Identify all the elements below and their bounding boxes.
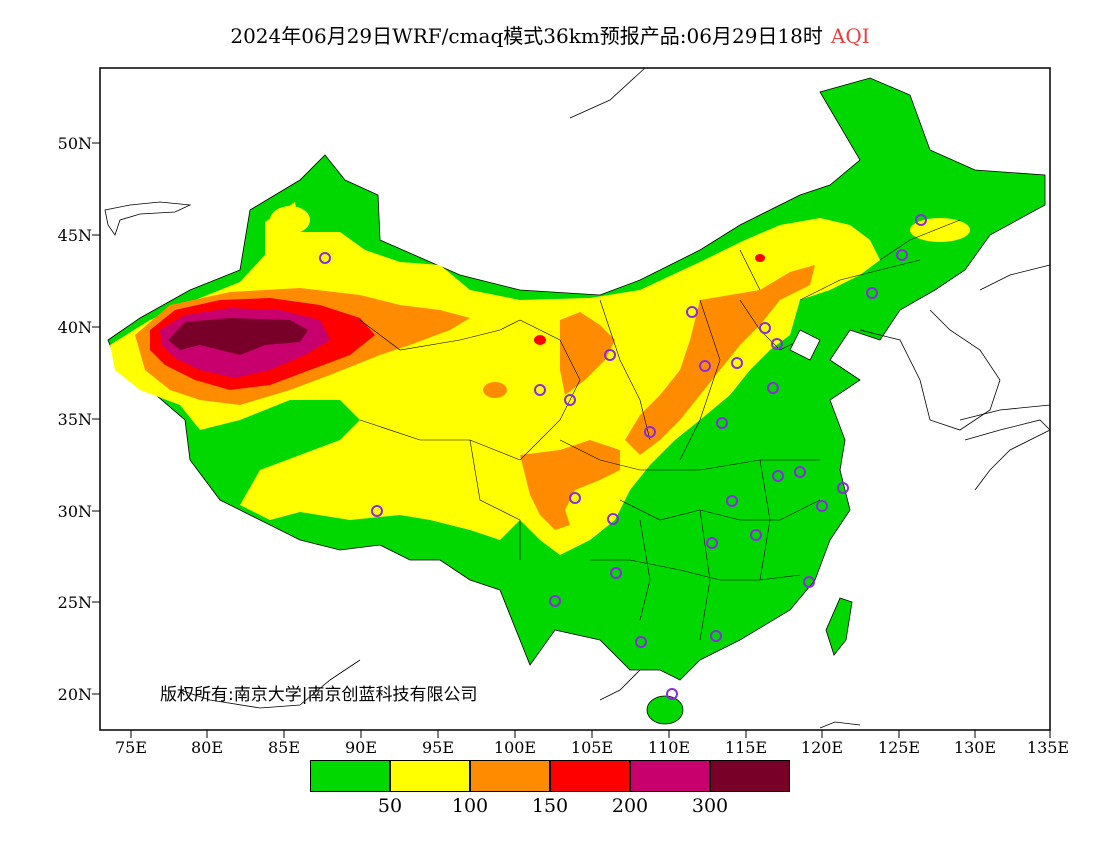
title-product: AQI [830,24,870,48]
lon-tick-75e: 75E [114,738,148,757]
map-title: 2024年06月29日WRF/cmaq模式36km预报产品:06月29日18时 A… [0,20,1100,49]
region-aqi-unhealthy-spot [534,335,546,345]
legend-label-200: 200 [611,795,649,817]
lon-tick-105e: 105E [570,738,614,757]
lon-tick-130e: 130E [953,738,997,757]
legend-swatch-200-300 [630,760,710,792]
legend-label-100: 100 [451,795,489,817]
lon-tick-100e: 100E [493,738,537,757]
legend-label-300: 300 [691,795,729,817]
legend-swatch-100-150 [470,760,550,792]
region-aqi-usg-sichuan [520,440,620,530]
legend-swatch-50-100 [390,760,470,792]
legend-swatch-300-plus [710,760,790,792]
region-aqi-unhealthy-spot-2 [755,254,765,262]
lat-tick-35n: 35N [57,410,92,429]
lon-tick-110e: 110E [647,738,691,757]
lon-tick-125e: 125E [877,738,921,757]
coastlines [104,67,1051,729]
lon-tick-135e: 135E [1026,738,1070,757]
lon-tick-85e: 85E [267,738,301,757]
region-aqi-usg-loess [560,312,615,395]
region-aqi-usg-qinghai [483,382,507,398]
lat-tick-20n: 20N [57,685,92,704]
lon-tick-115e: 115E [724,738,768,757]
station-markers [319,214,927,700]
copyright-notice: 版权所有:南京大学|南京创蓝科技有限公司 [160,685,478,705]
legend-label-50: 50 [377,795,403,817]
region-aqi-moderate-ne [910,218,970,242]
legend-label-150: 150 [531,795,569,817]
region-aqi-moderate-nw [270,206,310,234]
legend-swatch-0-50 [310,760,390,792]
region-aqi-hazardous [168,318,308,355]
island-hainan [646,695,684,725]
island-taiwan [825,597,853,656]
legend-swatch-150-200 [550,760,630,792]
lon-tick-90e: 90E [344,738,378,757]
title-main: 2024年06月29日WRF/cmaq模式36km预报产品:06月29日18时 [230,24,823,48]
lat-tick-30n: 30N [57,502,92,521]
axis-ticks [92,142,1051,738]
lon-tick-80e: 80E [190,738,224,757]
lat-tick-40n: 40N [57,318,92,337]
province-boundaries [359,219,961,641]
lat-tick-50n: 50N [57,134,92,153]
lat-tick-25n: 25N [57,593,92,612]
lon-tick-95e: 95E [421,738,455,757]
lat-tick-45n: 45N [57,226,92,245]
lon-tick-120e: 120E [800,738,844,757]
